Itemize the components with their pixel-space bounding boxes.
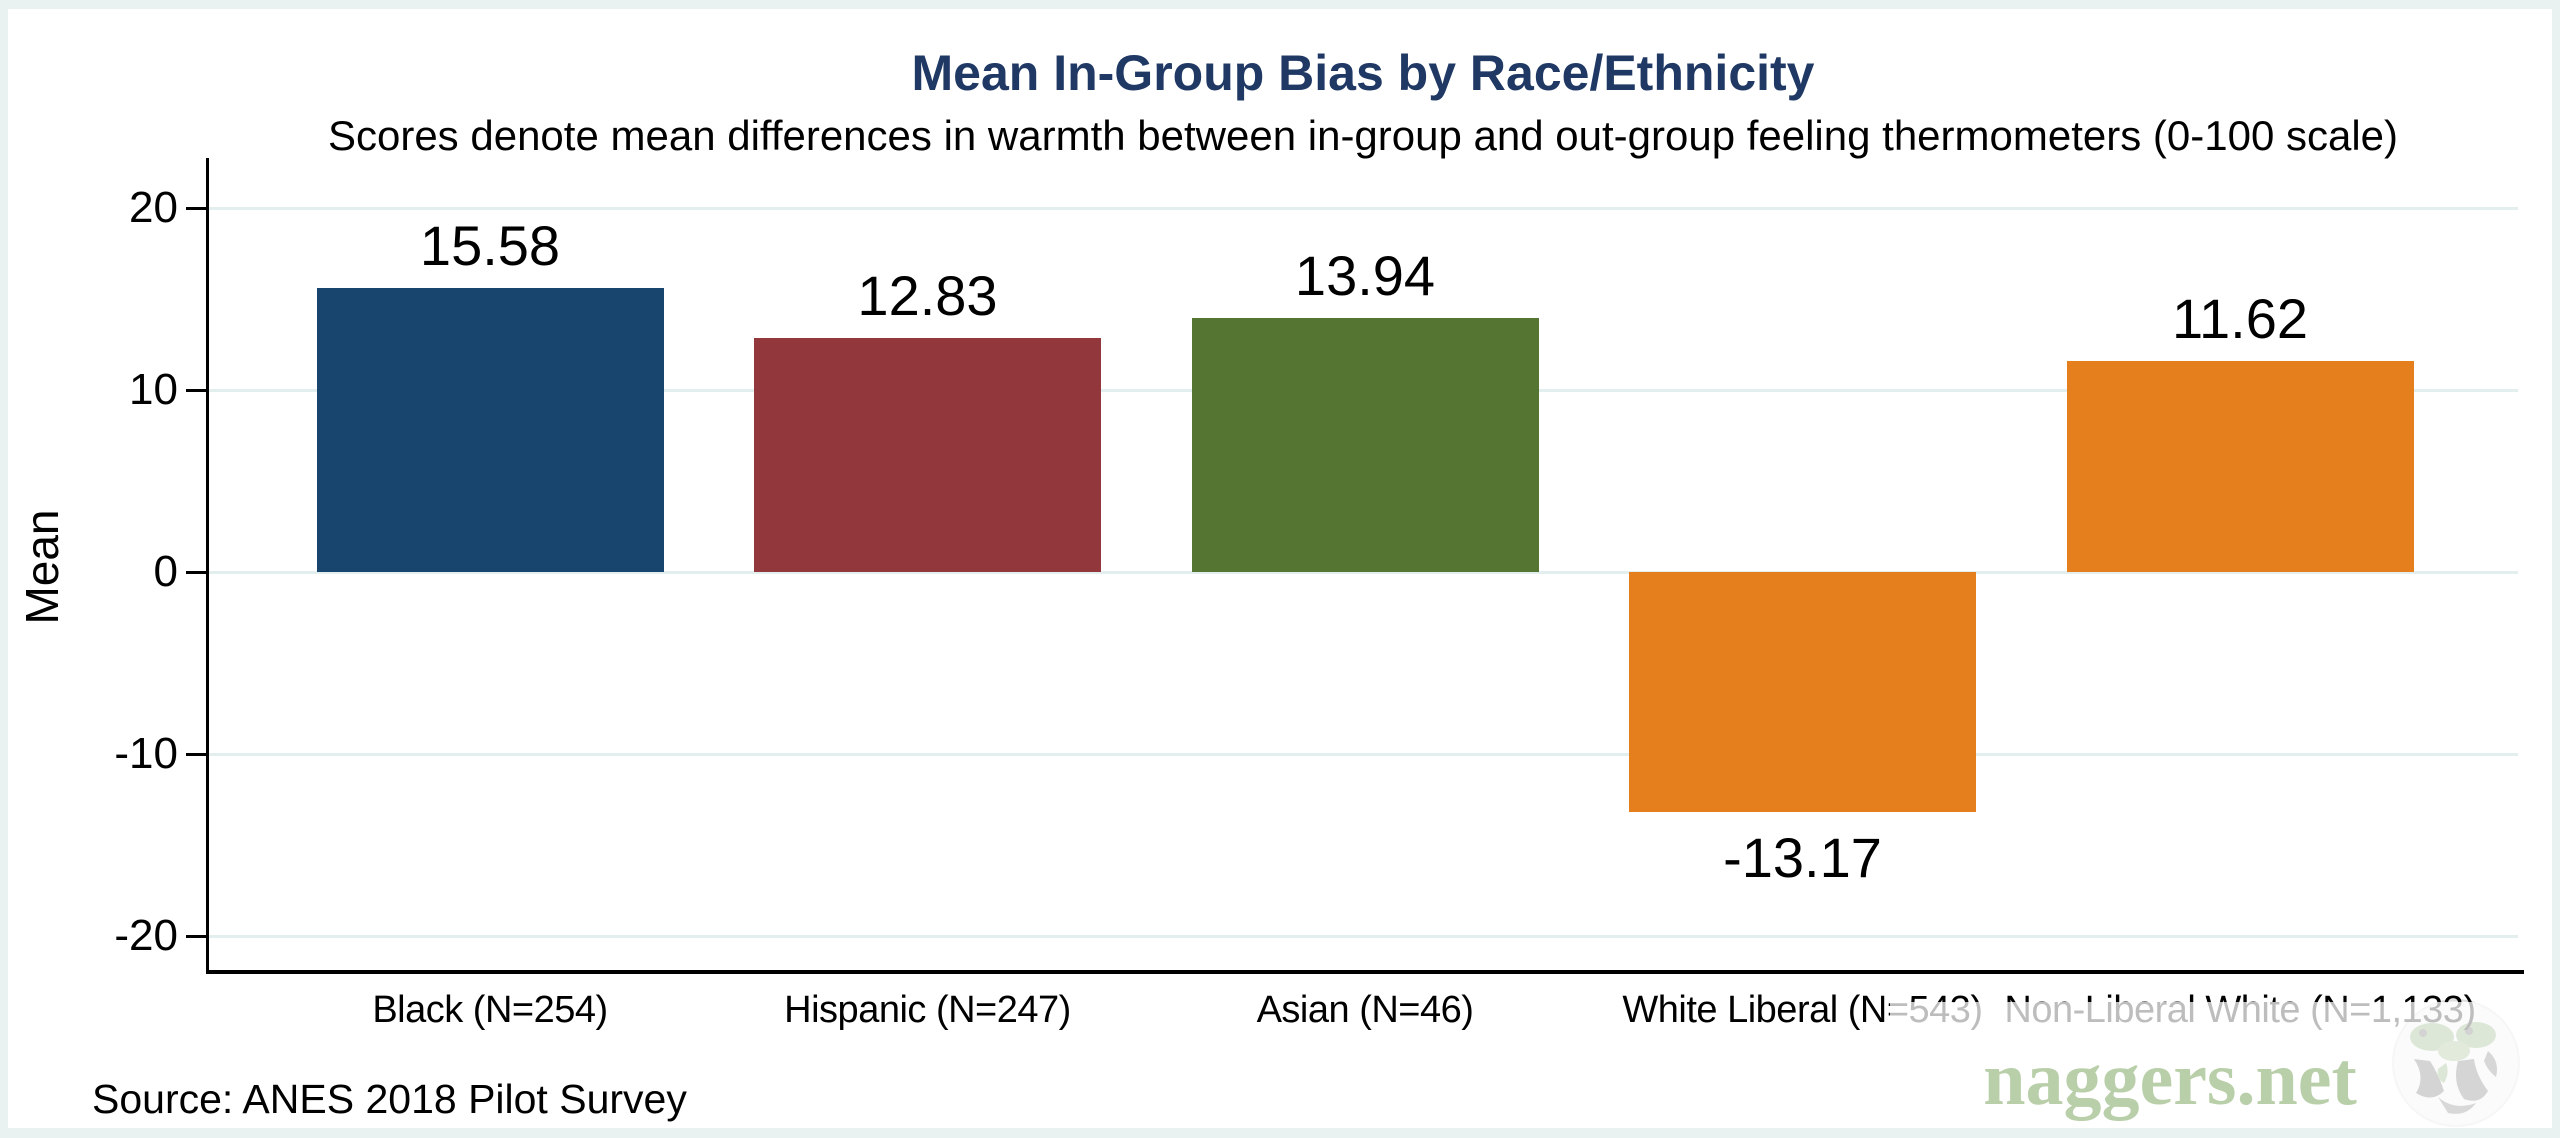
chart-title: Mean In-Group Bias by Race/Ethnicity xyxy=(911,45,1815,101)
bar xyxy=(2066,360,2414,572)
y-tick-label: 0 xyxy=(153,547,178,596)
y-tick xyxy=(186,753,208,756)
y-tick xyxy=(186,571,208,574)
bar-value-label: 15.58 xyxy=(419,214,561,278)
y-tick xyxy=(186,207,208,210)
bar xyxy=(754,338,1101,572)
y-tick-label: 20 xyxy=(129,183,178,232)
y-tick-label: -20 xyxy=(114,911,178,960)
watermark-overlay xyxy=(1890,1002,2552,1128)
gridline xyxy=(208,753,2518,756)
bar xyxy=(316,288,664,572)
y-axis-line xyxy=(206,158,209,970)
gridline xyxy=(208,207,2518,210)
y-tick xyxy=(186,935,208,938)
watermark-text: naggers.net xyxy=(1983,1037,2357,1121)
x-category-label: Hispanic (N=247) xyxy=(784,989,1071,1031)
source-note: Source: ANES 2018 Pilot Survey xyxy=(92,1076,687,1122)
x-axis-line xyxy=(206,970,2524,974)
bar-value-label: -13.17 xyxy=(1723,825,1882,889)
bar-value-label: 11.62 xyxy=(2172,286,2308,350)
bar xyxy=(1629,572,1976,812)
bar xyxy=(1191,318,1539,572)
gridline xyxy=(208,571,2518,574)
gridline xyxy=(208,935,2518,938)
y-tick-label: 10 xyxy=(129,365,178,414)
y-tick-label: -10 xyxy=(114,729,178,778)
x-category-label: Black (N=254) xyxy=(372,989,608,1031)
chart-subtitle: Scores denote mean differences in warmth… xyxy=(327,112,2399,159)
bar-value-label: 13.94 xyxy=(1294,244,1436,308)
bar-value-label: 12.83 xyxy=(857,264,998,328)
y-tick xyxy=(186,389,208,392)
x-category-label: Asian (N=46) xyxy=(1256,989,1474,1031)
